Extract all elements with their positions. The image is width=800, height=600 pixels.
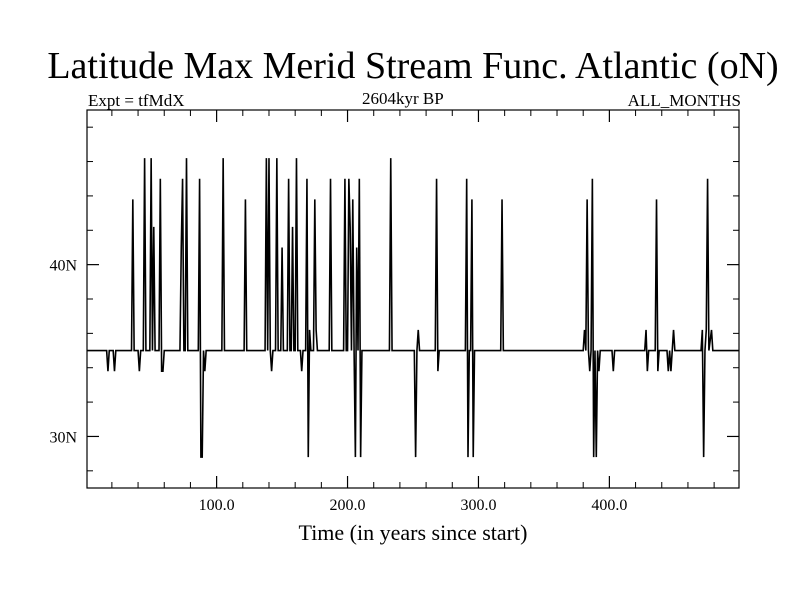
months-label: ALL_MONTHS bbox=[627, 91, 741, 110]
x-tick-label: 200.0 bbox=[330, 497, 366, 514]
experiment-label: Expt = tfMdX bbox=[88, 91, 185, 110]
x-tick-label: 400.0 bbox=[591, 497, 627, 514]
period-label: 2604kyr BP bbox=[362, 89, 444, 108]
y-tick-label: 30N bbox=[49, 429, 77, 446]
x-tick-label: 300.0 bbox=[460, 497, 496, 514]
chart-title: Latitude Max Merid Stream Func. Atlantic… bbox=[47, 45, 779, 87]
x-tick-label: 100.0 bbox=[199, 497, 235, 514]
series-line bbox=[87, 158, 739, 458]
x-axis-title: Time (in years since start) bbox=[299, 520, 528, 545]
y-tick-label: 40N bbox=[49, 258, 77, 275]
